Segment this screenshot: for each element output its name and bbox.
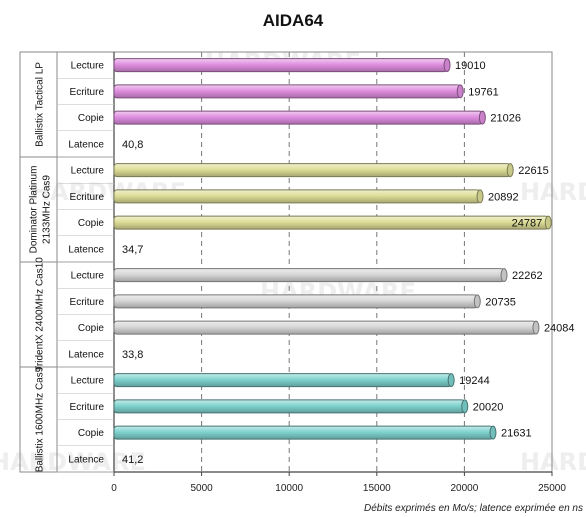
value-label: 19244 [459,375,490,387]
bar [113,425,494,440]
group-label: Dominator Platinum 2133MHz Cas9 [29,166,53,254]
bar-cap [456,84,464,99]
category-label: Ecriture [70,192,105,203]
x-tick-label: 25000 [538,483,566,494]
bar [113,58,448,73]
bar-cap [506,163,514,178]
value-label: 20020 [473,401,504,413]
bar [113,110,483,125]
group-labels: Ballistix Tactical LP Dominator Platinum 2… [29,62,53,473]
category-label: Latence [68,139,104,150]
bars: Lecture 19010 Ecriture 19761 Copie 21026 Laten… [57,58,575,473]
x-tick-labels: 0 5000 10000 15000 20000 25000 [111,483,566,494]
category-label: Lecture [71,271,105,282]
bar-cap [461,399,469,414]
bar [113,320,537,335]
bar-cap [447,373,455,388]
value-label: 24787 [512,218,543,230]
watermark-logo: HARDWARE [0,448,146,476]
bar-cap [478,110,486,125]
bar-cap [532,320,540,335]
x-tick-label: 0 [111,483,117,494]
category-label: Latence [68,454,104,465]
category-label: Latence [68,244,104,255]
category-label: Ecriture [70,297,105,308]
value-label: 19761 [468,86,499,98]
x-tick-label: 20000 [450,483,478,494]
value-label: 20892 [488,191,519,203]
value-label: 21026 [490,113,521,125]
x-tick-label: 5000 [190,483,213,494]
group-label: Ballistix Tactical LP [35,62,46,147]
bar-cap [473,294,481,309]
value-label: 24084 [544,323,575,335]
bar [113,215,549,230]
category-label: Latence [68,349,104,360]
bar [113,189,481,204]
bar-cap [544,215,552,230]
category-label: Ecriture [70,87,105,98]
category-label: Copie [78,113,105,124]
group-label: Ballistix 1600MHz Cas9 [35,366,46,472]
category-label: Lecture [71,376,105,387]
bar [113,268,505,283]
value-label: 19010 [455,60,486,72]
watermark-logo: HARDWARE [520,448,586,476]
value-label: 22615 [518,165,549,177]
bar [113,294,478,309]
value-label: 34,7 [122,244,143,256]
category-label: Lecture [71,166,105,177]
bar [113,373,452,388]
value-label: 33,8 [122,349,143,361]
chart-title: AIDA64 [263,11,324,30]
x-tick-label: 10000 [275,483,303,494]
group-label: TridentX 2400MHz Cas10 [35,257,46,372]
bar-cap [443,58,451,73]
category-label: Ecriture [70,402,105,413]
bar-cap [500,268,508,283]
x-tick-label: 15000 [363,483,391,494]
value-label: 21631 [501,428,532,440]
value-label: 40,8 [122,139,143,151]
bar [113,163,511,178]
watermark-logo: HARDWARE [520,178,586,206]
category-label: Lecture [71,61,105,72]
category-label: Copie [78,323,105,334]
value-label: 20735 [485,296,516,308]
category-label: Copie [78,428,105,439]
bar [113,84,461,99]
value-label: 41,2 [122,454,143,466]
value-label: 22262 [512,270,543,282]
bar-cap [489,425,497,440]
x-axis-label: Débits exprimés en Mo/s; latence exprimé… [364,503,583,514]
category-label: Copie [78,218,105,229]
bar-cap [476,189,484,204]
bar [113,399,466,414]
